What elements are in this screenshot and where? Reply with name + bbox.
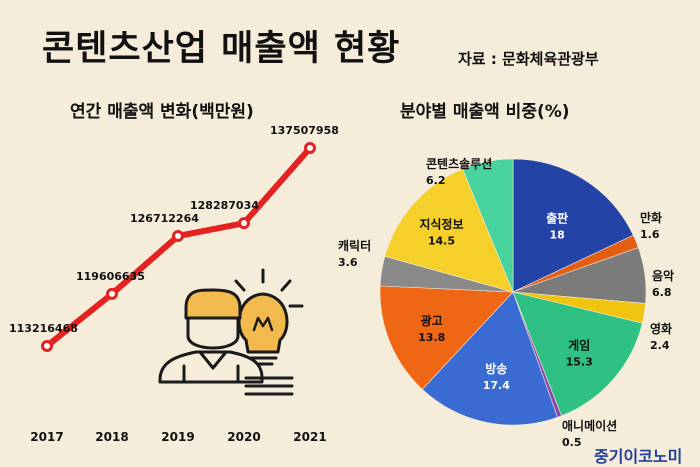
pie-slice-value-label: 15.3 <box>566 356 593 369</box>
pie-slice <box>512 291 643 417</box>
revenue-point <box>304 142 316 154</box>
line-chart: 113216468 2017 119606635 2018 126712264 2019 1… <box>9 124 339 444</box>
revenue-data-label: 113216468 <box>9 322 78 335</box>
brand-logo-text: 중기이코노미 <box>594 447 683 466</box>
pie-slice-name-label: 캐릭터 <box>338 238 371 253</box>
pie-slice <box>462 158 514 293</box>
revenue-point <box>172 229 184 242</box>
pie-slice <box>379 285 514 390</box>
pie-slice-value-label: 1.6 <box>640 228 660 241</box>
x-tick-label: 2021 <box>293 430 326 444</box>
person-lightbulb-icon <box>158 268 304 396</box>
pie-slice-name-label: 음악 <box>652 268 674 283</box>
revenue-point <box>41 340 53 352</box>
pie-slice-value-label: 0.5 <box>562 436 582 449</box>
x-tick-label: 2019 <box>161 430 194 444</box>
pie-slice-name-label: 게임 <box>568 339 590 353</box>
pie-slice-value-label: 18 <box>549 228 564 241</box>
revenue-point <box>106 287 118 300</box>
pie-slice-value-label: 3.6 <box>338 256 358 269</box>
line-chart-title: 연간 매출액 변화(백만원) <box>70 102 254 122</box>
pie-chart-title: 분야별 매출액 비중(%) <box>400 102 570 122</box>
x-tick-label: 2018 <box>95 430 128 444</box>
pie-slice-name-label: 지식정보 <box>419 216 463 231</box>
pie-slice-value-label: 17.4 <box>483 379 510 392</box>
page-title: 콘텐츠산업 매출액 현황 <box>42 29 401 69</box>
pie-slice-name-label: 콘텐츠솔루션 <box>426 156 492 171</box>
pie-chart: 출판 18 만화 1.6 음악 6.8 영화 2.4 게임 15.3 애니메이션 0.5 방송 17.4 광… <box>338 156 674 449</box>
revenue-data-label: 137507958 <box>270 124 339 137</box>
pie-slice <box>512 158 634 293</box>
pie-slice-value-label: 6.8 <box>652 286 672 299</box>
pie-slice-name-label: 광고 <box>421 313 443 328</box>
pie-slice <box>421 291 559 426</box>
revenue-data-label: 128287034 <box>190 199 259 212</box>
revenue-data-label: 126712264 <box>130 212 199 225</box>
revenue-point <box>238 217 250 230</box>
pie-slice-name-label: 애니메이션 <box>562 418 617 433</box>
pie-slice-name-label: 만화 <box>640 210 662 225</box>
pie-slice-name-label: 방송 <box>485 361 507 376</box>
x-tick-label: 2017 <box>30 430 63 444</box>
pie-slice-name-label: 영화 <box>650 321 672 336</box>
pie-slice-value-label: 13.8 <box>418 331 445 344</box>
revenue-data-label: 119606635 <box>76 270 145 283</box>
source-note: 자료 : 문화체육관광부 <box>458 50 599 68</box>
pie-slice-name-label: 출판 <box>546 210 568 225</box>
pie-slice-value-label: 14.5 <box>428 234 455 247</box>
pie-slice-value-label: 6.2 <box>426 174 446 187</box>
x-tick-label: 2020 <box>227 430 260 444</box>
pie-slice <box>384 168 514 293</box>
pie-slice-value-label: 2.4 <box>650 339 670 352</box>
